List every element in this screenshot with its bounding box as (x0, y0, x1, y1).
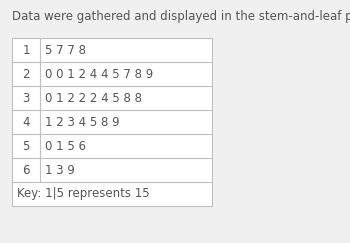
Text: 3: 3 (22, 92, 30, 104)
Bar (12, 38, 212, 206)
Text: 4: 4 (22, 115, 30, 129)
Text: 0 1 2 2 2 4 5 8 8: 0 1 2 2 2 4 5 8 8 (45, 92, 142, 104)
Text: 0 0 1 2 4 4 5 7 8 9: 0 0 1 2 4 4 5 7 8 9 (45, 68, 153, 80)
Text: 0 1 5 6: 0 1 5 6 (45, 139, 86, 153)
Text: 1 3 9: 1 3 9 (45, 164, 75, 176)
Text: 5 7 7 8: 5 7 7 8 (45, 43, 86, 57)
Text: 1: 1 (22, 43, 30, 57)
Text: 1 2 3 4 5 8 9: 1 2 3 4 5 8 9 (45, 115, 120, 129)
Text: 5: 5 (22, 139, 30, 153)
Text: Data were gathered and displayed in the stem-and-leaf plot.: Data were gathered and displayed in the … (12, 10, 350, 23)
Text: Key: 1|5 represents 15: Key: 1|5 represents 15 (17, 188, 150, 200)
Text: 6: 6 (22, 164, 30, 176)
Text: 2: 2 (22, 68, 30, 80)
